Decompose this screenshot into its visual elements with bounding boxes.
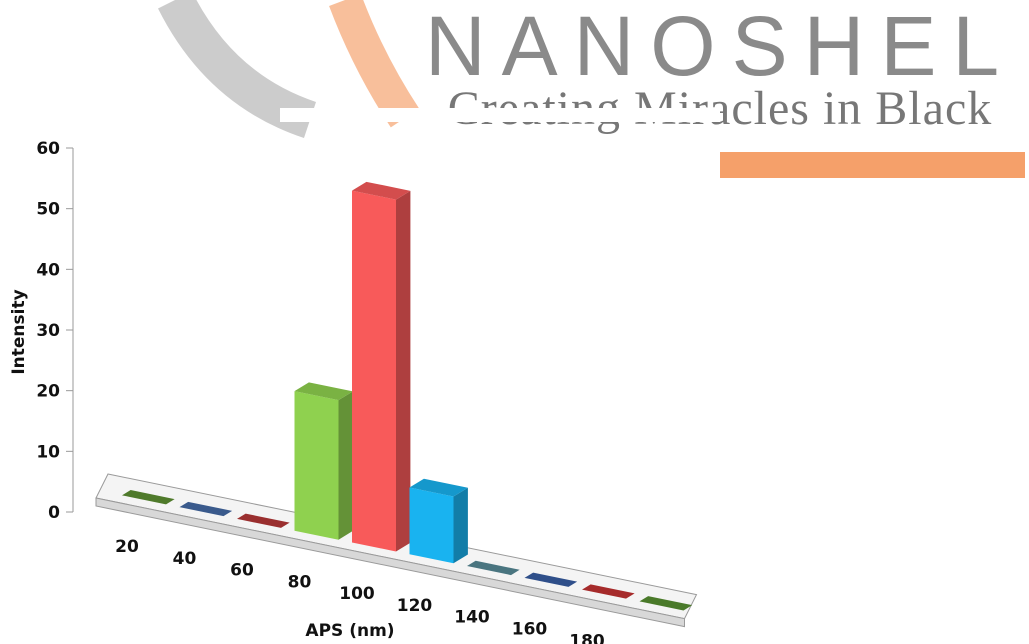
y-tick-label: 60 (36, 139, 60, 159)
x-tick-label: 140 (454, 608, 490, 628)
bar-tile (639, 596, 693, 611)
y-tick-label: 40 (36, 260, 60, 280)
bar-front (294, 391, 339, 540)
x-tick-label: 120 (397, 596, 433, 616)
x-tick-label: 100 (339, 584, 375, 604)
bar-tile (237, 513, 290, 528)
x-tick-labels: 20406080100120140160180200 (115, 537, 662, 644)
x-tick-label: 60 (230, 561, 254, 581)
x-tick-label: 40 (173, 549, 197, 569)
bar-front (352, 190, 396, 552)
x-tick-label: 160 (512, 620, 548, 640)
x-axis-title: APS (nm) (305, 621, 394, 641)
y-tick-label: 30 (36, 321, 60, 341)
brand-logo: NANOSHEL Creating Miracles in Black (158, 0, 1025, 178)
bar-100 (352, 181, 411, 552)
logo-white-band (280, 108, 720, 122)
bar-20 (122, 490, 175, 505)
bar-60 (237, 513, 290, 528)
y-tick-label: 20 (36, 382, 60, 402)
bar-120 (409, 478, 468, 564)
bar-top (294, 382, 353, 401)
bar-140 (467, 560, 520, 576)
bar-top (409, 478, 468, 497)
x-tick-label: 180 (569, 631, 605, 644)
y-axis-title: Intensity (9, 289, 29, 374)
bar-tile (179, 501, 233, 517)
bar-200 (639, 596, 693, 611)
bar-side (396, 190, 411, 552)
bars (122, 181, 693, 611)
bar-tile (467, 560, 520, 576)
floor-edge (95, 497, 685, 628)
bar-tile (524, 572, 578, 587)
bar-front (409, 487, 454, 564)
bar-side (453, 487, 468, 564)
logo-accent-bar (720, 152, 1025, 178)
bar-160 (524, 572, 578, 587)
y-tick-label: 0 (48, 503, 60, 523)
x-tick-label: 20 (115, 537, 139, 557)
bar-80 (294, 382, 353, 540)
y-tick-label: 10 (36, 442, 60, 462)
logo-name: NANOSHEL (425, 0, 1015, 93)
bar-40 (179, 501, 233, 517)
y-tick-label: 50 (36, 200, 60, 220)
bar-top (352, 181, 411, 200)
x-tick-label: 80 (288, 572, 312, 592)
bar-tile (582, 584, 635, 599)
bar-180 (582, 584, 635, 599)
y-tick-labels: 0 10 20 30 40 50 60 (36, 139, 73, 523)
bar-side (338, 391, 353, 540)
logo-arc-orange (329, 0, 420, 128)
bar-tile (122, 490, 175, 505)
